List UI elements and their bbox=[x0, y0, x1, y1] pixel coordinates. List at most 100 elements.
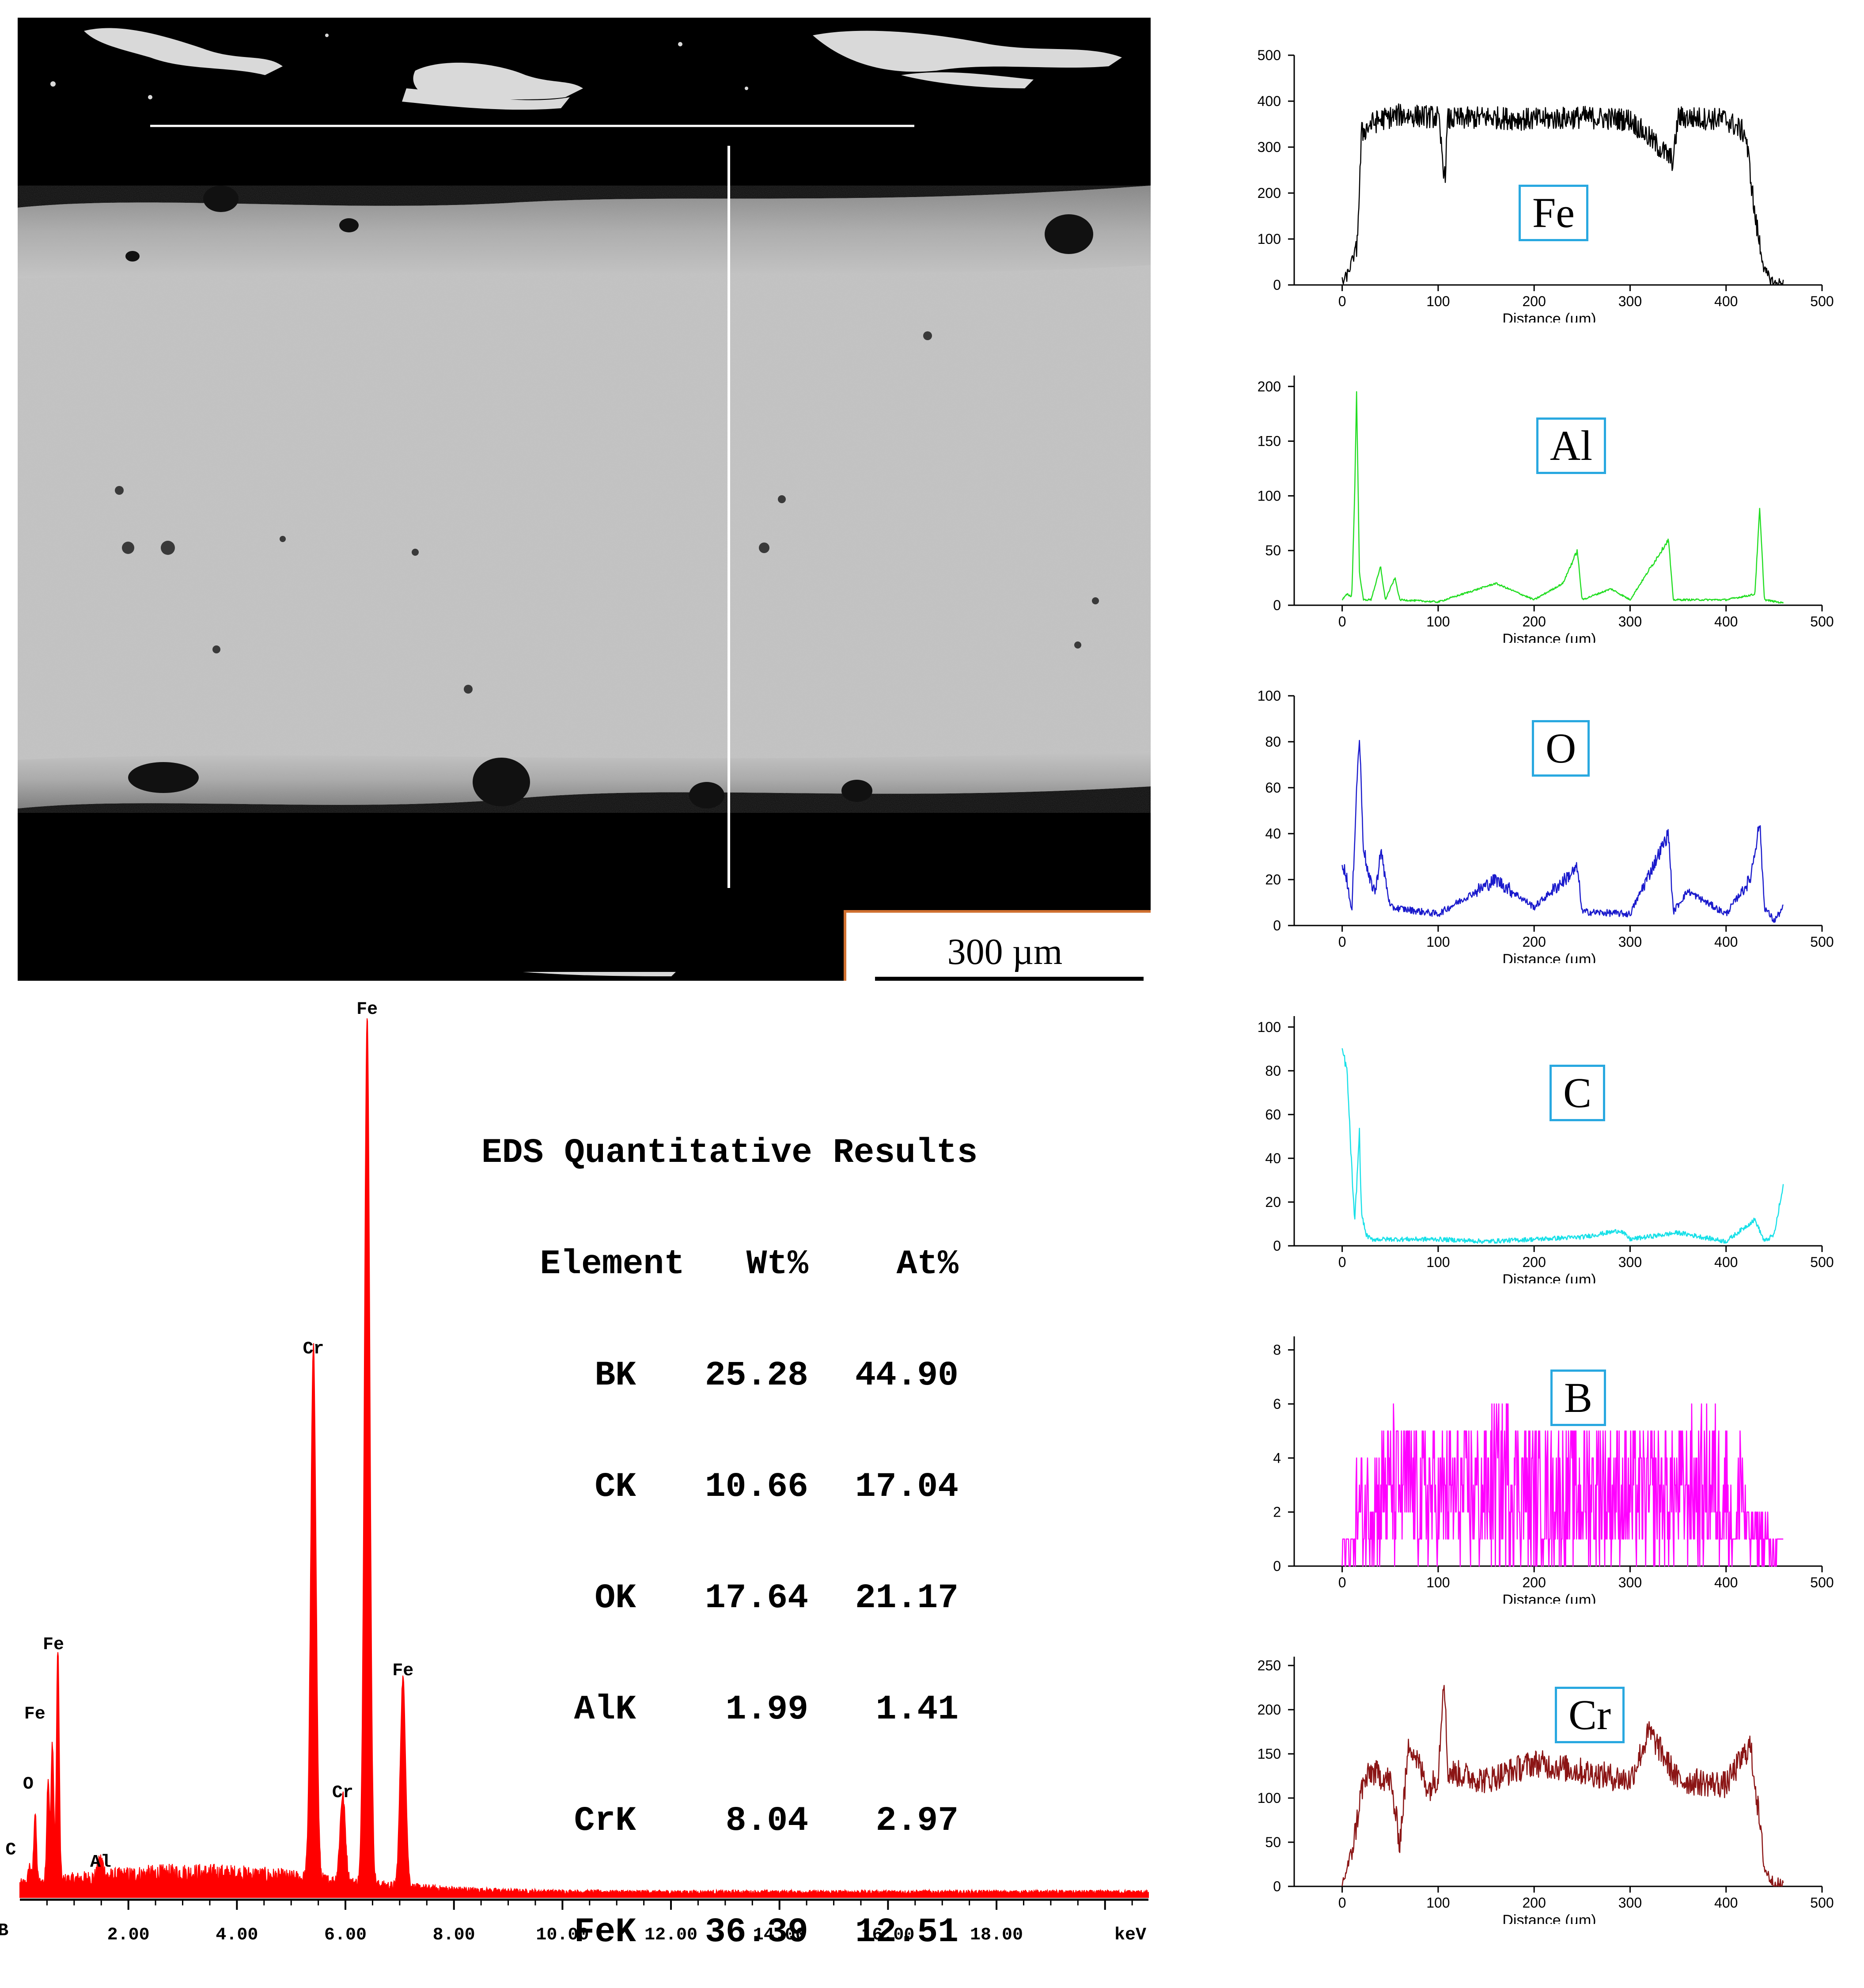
eds-cell-element: OK bbox=[595, 1579, 636, 1618]
profile-x-tick-label: 300 bbox=[1618, 293, 1642, 309]
profile-y-tick-label: 40 bbox=[1265, 1150, 1281, 1166]
eds-cell-at: 21.17 bbox=[855, 1579, 959, 1618]
profile-x-tick-label: 500 bbox=[1810, 293, 1834, 309]
profile-x-tick-label: 200 bbox=[1522, 1254, 1546, 1270]
profile-x-axis-label: Distance (µm) bbox=[1502, 631, 1596, 643]
profile-y-tick-label: 50 bbox=[1265, 1834, 1281, 1850]
profile-y-tick-label: 200 bbox=[1258, 379, 1281, 395]
profile-x-tick-label: 0 bbox=[1338, 934, 1346, 950]
eds-spectrum-trace bbox=[19, 1018, 1149, 1898]
eds-peak-label: Cr bbox=[332, 1783, 353, 1803]
eds-tick-label: 14.00 bbox=[753, 1925, 806, 1945]
eds-table-row: OK 17.64 21.17 bbox=[481, 1580, 977, 1617]
profile-x-axis-label: Distance (µm) bbox=[1502, 951, 1596, 963]
eds-cell-element: BK bbox=[595, 1356, 636, 1395]
eds-tick-label: 6.00 bbox=[324, 1925, 367, 1945]
profile-y-tick-label: 500 bbox=[1258, 47, 1281, 63]
profile-y-tick-label: 200 bbox=[1258, 185, 1281, 201]
profile-trace bbox=[1341, 1048, 1784, 1244]
profile-x-tick-label: 300 bbox=[1618, 1574, 1642, 1590]
profile-y-tick-label: 100 bbox=[1258, 231, 1281, 247]
eds-cell-wt: 1.99 bbox=[725, 1690, 808, 1729]
eds-cell-at: 17.04 bbox=[855, 1468, 959, 1506]
eds-table-row: AlK 1.99 1.41 bbox=[481, 1691, 977, 1728]
profile-x-tick-label: 500 bbox=[1810, 1574, 1834, 1590]
profile-y-tick-label: 80 bbox=[1265, 1063, 1281, 1079]
eds-table-header: Element Wt% At% bbox=[481, 1246, 977, 1283]
eds-cell-wt: 25.28 bbox=[705, 1356, 808, 1395]
element-label-c: C bbox=[1550, 1065, 1606, 1121]
profile-x-tick-label: 400 bbox=[1714, 934, 1738, 950]
element-label-b: B bbox=[1550, 1370, 1606, 1426]
scale-bar-label: 300 µm bbox=[947, 931, 1063, 972]
eds-tick-label: 16.00 bbox=[861, 1925, 914, 1945]
linescan-o-chart: 0 20 40 60 80 100 0 100 200 300 400 500 Distance (µm… bbox=[1228, 680, 1864, 963]
profile-y-tick-label: 150 bbox=[1258, 1746, 1281, 1762]
profile-x-tick-label: 200 bbox=[1522, 1574, 1546, 1590]
eds-header-wt: Wt% bbox=[746, 1245, 808, 1284]
eds-tick-label: 4.00 bbox=[216, 1925, 258, 1945]
eds-peak-label: Fe bbox=[392, 1661, 413, 1681]
profile-y-tick-label: 50 bbox=[1265, 543, 1281, 558]
linescan-al-chart: 0 50 100 150 200 0 100 200 300 400 500 Distance (µm… bbox=[1228, 360, 1864, 643]
profile-x-tick-label: 100 bbox=[1426, 1895, 1450, 1911]
eds-cell-wt: 10.66 bbox=[705, 1468, 808, 1506]
profile-x-axis-label: Distance (µm) bbox=[1502, 311, 1596, 322]
profile-x-axis-label: Distance (µm) bbox=[1502, 1271, 1596, 1283]
profile-y-tick-label: 4 bbox=[1273, 1450, 1281, 1466]
profile-y-tick-label: 100 bbox=[1258, 1790, 1281, 1806]
eds-quantitative-table: EDS Quantitative Results Element Wt% At%… bbox=[481, 1060, 977, 1988]
scale-bar-box: 300 µm bbox=[844, 910, 1151, 981]
profile-y-tick-label: 20 bbox=[1265, 1194, 1281, 1210]
profile-x-tick-label: 300 bbox=[1618, 614, 1642, 630]
eds-peak-label: Fe bbox=[43, 1635, 64, 1655]
profile-x-tick-label: 500 bbox=[1810, 934, 1834, 950]
eds-tick-label: 10.00 bbox=[536, 1925, 589, 1945]
eds-tick-label: 12.00 bbox=[644, 1925, 697, 1945]
profile-trace bbox=[1341, 391, 1784, 604]
profile-y-tick-label: 100 bbox=[1258, 688, 1281, 704]
profile-x-tick-label: 200 bbox=[1522, 293, 1546, 309]
profile-trace bbox=[1341, 740, 1784, 923]
eds-peak-label: Fe bbox=[24, 1704, 45, 1724]
eds-cell-wt: 36.39 bbox=[705, 1913, 808, 1952]
scale-bar bbox=[875, 977, 1144, 981]
profile-x-tick-label: 400 bbox=[1714, 293, 1738, 309]
profile-x-tick-label: 400 bbox=[1714, 1574, 1738, 1590]
sem-image-svg bbox=[18, 18, 1151, 981]
eds-table-row: CrK 8.04 2.97 bbox=[481, 1802, 977, 1840]
profile-x-tick-label: 100 bbox=[1426, 934, 1450, 950]
profile-y-tick-label: 60 bbox=[1265, 780, 1281, 796]
profile-y-tick-label: 0 bbox=[1273, 1238, 1281, 1254]
profile-trace bbox=[1341, 1403, 1784, 1567]
eds-table-row: BK 25.28 44.90 bbox=[481, 1357, 977, 1394]
eds-spectrum-area bbox=[19, 1018, 1149, 1898]
eds-header-element: Element bbox=[540, 1245, 685, 1284]
profile-y-tick-label: 300 bbox=[1258, 139, 1281, 155]
profile-y-tick-label: 400 bbox=[1258, 93, 1281, 109]
profile-y-tick-label: 200 bbox=[1258, 1702, 1281, 1718]
profile-x-tick-label: 300 bbox=[1618, 1895, 1642, 1911]
profile-x-tick-label: 400 bbox=[1714, 1895, 1738, 1911]
eds-header-at: At% bbox=[896, 1245, 959, 1284]
eds-cell-element: AlK bbox=[574, 1690, 636, 1729]
profile-y-tick-label: 100 bbox=[1258, 1019, 1281, 1035]
linescan-b-chart: 0 2 4 6 8 0 100 200 300 400 500 Distance (µm) bbox=[1228, 1321, 1864, 1604]
profile-x-tick-label: 500 bbox=[1810, 1895, 1834, 1911]
profile-x-tick-label: 500 bbox=[1810, 1254, 1834, 1270]
eds-peak-label: C bbox=[5, 1840, 16, 1860]
eds-table-row: CK 10.66 17.04 bbox=[481, 1468, 977, 1506]
eds-spectrum-chart: 2.00 4.00 6.00 8.00 10.00 12.00 14.00 16.00 18.0… bbox=[0, 1000, 1149, 1945]
profile-x-tick-label: 300 bbox=[1618, 1254, 1642, 1270]
eds-cell-element: CK bbox=[595, 1468, 636, 1506]
profile-x-tick-label: 100 bbox=[1426, 1574, 1450, 1590]
coated-steel-cross-section bbox=[18, 186, 1151, 972]
eds-table-title: EDS Quantitative Results bbox=[481, 1134, 978, 1172]
eds-cell-wt: 8.04 bbox=[725, 1802, 808, 1840]
profile-x-axis-label: Distance (µm) bbox=[1502, 1592, 1596, 1604]
eds-peak-label: Al bbox=[90, 1853, 111, 1873]
profile-y-tick-label: 0 bbox=[1273, 597, 1281, 613]
profile-x-tick-label: 400 bbox=[1714, 614, 1738, 630]
linescan-fe-chart: 0 100 200 300 400 500 0 100 200 300 400 500 Distance… bbox=[1228, 40, 1864, 322]
profile-x-tick-label: 300 bbox=[1618, 934, 1642, 950]
